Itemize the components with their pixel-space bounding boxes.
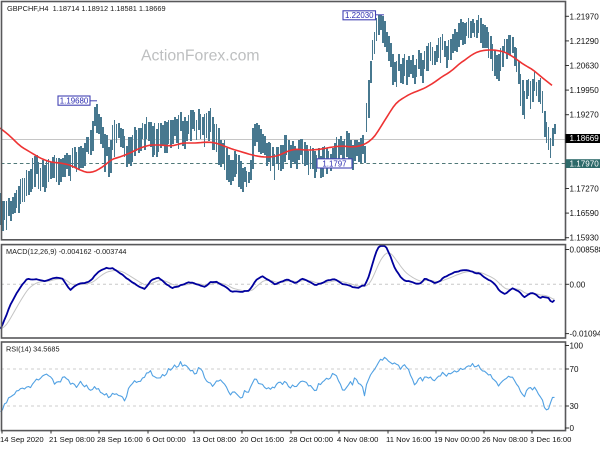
svg-text:6 Oct 00:00: 6 Oct 00:00	[146, 435, 186, 444]
svg-text:21 Sep 08:00: 21 Sep 08:00	[49, 435, 95, 444]
svg-text:1.19680: 1.19680	[60, 97, 89, 106]
svg-text:13 Oct 08:00: 13 Oct 08:00	[192, 435, 236, 444]
svg-text:1.15930: 1.15930	[570, 234, 600, 243]
svg-text:1.1797: 1.1797	[322, 159, 346, 168]
svg-text:30: 30	[570, 402, 580, 411]
svg-text:28 Sep 16:00: 28 Sep 16:00	[97, 435, 143, 444]
svg-text:1.16590: 1.16590	[570, 209, 600, 218]
svg-text:0.008588: 0.008588	[570, 246, 600, 255]
svg-text:1.21970: 1.21970	[570, 12, 600, 21]
svg-text:100: 100	[570, 342, 584, 351]
svg-text:0: 0	[570, 424, 575, 433]
svg-text:MACD(12,26,9) -0.004162 -0.003: MACD(12,26,9) -0.004162 -0.003744	[6, 247, 126, 256]
svg-text:1.22030: 1.22030	[345, 11, 374, 20]
svg-text:1.18669: 1.18669	[570, 134, 600, 143]
svg-text:0.00: 0.00	[570, 280, 586, 289]
svg-text:14 Sep 2020: 14 Sep 2020	[0, 435, 44, 444]
svg-text:4 Nov 08:00: 4 Nov 08:00	[337, 435, 378, 444]
svg-text:1.17270: 1.17270	[570, 185, 600, 194]
svg-text:1.20630: 1.20630	[570, 62, 600, 71]
svg-text:3 Dec 16:00: 3 Dec 16:00	[530, 435, 571, 444]
svg-text:20 Oct 16:00: 20 Oct 16:00	[240, 435, 284, 444]
svg-text:GBPCHF,H4 1.18714 1.18912 1.1: GBPCHF,H4 1.18714 1.18912 1.18581 1.1866…	[7, 4, 166, 13]
svg-text:1.19950: 1.19950	[570, 86, 600, 95]
svg-text:26 Nov 08:00: 26 Nov 08:00	[482, 435, 528, 444]
svg-text:1.17970: 1.17970	[570, 159, 600, 168]
svg-text:70: 70	[570, 365, 580, 374]
svg-text:1.21290: 1.21290	[570, 37, 600, 46]
svg-text:1.19270: 1.19270	[570, 111, 600, 120]
svg-text:19 Nov 00:00: 19 Nov 00:00	[434, 435, 480, 444]
svg-text:ActionForex.com: ActionForex.com	[141, 48, 260, 65]
svg-text:-0.01094: -0.01094	[570, 330, 600, 339]
svg-text:28 Oct 00:00: 28 Oct 00:00	[289, 435, 333, 444]
svg-text:11 Nov 16:00: 11 Nov 16:00	[386, 435, 431, 444]
svg-text:RSI(14) 34.5685: RSI(14) 34.5685	[6, 344, 60, 353]
